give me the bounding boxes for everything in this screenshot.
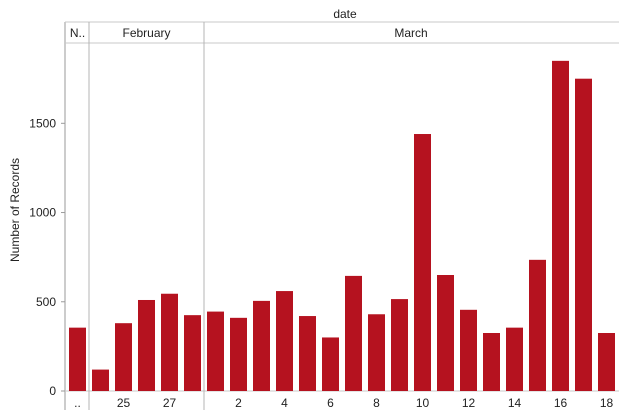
x-tick-label: 8 bbox=[373, 396, 380, 410]
bars bbox=[69, 60, 615, 391]
bar bbox=[207, 311, 224, 391]
group-header-label: N.. bbox=[70, 26, 85, 40]
bar bbox=[276, 291, 293, 391]
bar bbox=[299, 316, 316, 391]
x-tick-label: 6 bbox=[327, 396, 334, 410]
bar bbox=[230, 317, 247, 391]
bar bbox=[529, 259, 546, 391]
x-tick-label: 18 bbox=[600, 396, 614, 410]
chart-title: date bbox=[333, 7, 357, 21]
bar bbox=[460, 309, 477, 391]
bar bbox=[552, 60, 569, 391]
bar bbox=[483, 333, 500, 391]
bar bbox=[184, 315, 201, 391]
bar bbox=[368, 314, 385, 391]
x-tick-label: 14 bbox=[508, 396, 522, 410]
bar bbox=[161, 293, 178, 391]
bar bbox=[115, 323, 132, 391]
bar bbox=[69, 327, 86, 391]
group-header-label: March bbox=[394, 26, 427, 40]
x-axis: .. 25 27 2 4 6 8 10 12 14 16 18 bbox=[74, 396, 613, 410]
bar bbox=[138, 299, 155, 391]
y-axis-label: Number of Records bbox=[8, 158, 22, 262]
bar bbox=[92, 369, 109, 391]
bar bbox=[437, 275, 454, 391]
y-axis: 0 500 1000 1500 bbox=[29, 116, 65, 398]
x-tick-label: 2 bbox=[235, 396, 242, 410]
group-headers: N.. February March bbox=[70, 26, 428, 40]
y-tick-label: 500 bbox=[36, 295, 56, 309]
x-tick-label: 27 bbox=[163, 396, 177, 410]
bar bbox=[414, 134, 431, 391]
x-tick-label: 12 bbox=[462, 396, 476, 410]
bar bbox=[575, 78, 592, 391]
bar bbox=[391, 299, 408, 391]
x-tick-label: 16 bbox=[554, 396, 568, 410]
bar bbox=[322, 337, 339, 391]
y-tick-label: 1000 bbox=[29, 206, 56, 220]
plot-frame bbox=[64, 21, 619, 410]
group-header-label: February bbox=[122, 26, 170, 40]
x-tick-label: 25 bbox=[117, 396, 131, 410]
x-tick-label: .. bbox=[74, 396, 81, 410]
bar bbox=[253, 300, 270, 391]
y-tick-label: 1500 bbox=[29, 116, 56, 130]
x-tick-label: 4 bbox=[281, 396, 288, 410]
bar bbox=[598, 333, 615, 391]
bar bbox=[506, 327, 523, 391]
y-tick-label: 0 bbox=[49, 384, 56, 398]
bar bbox=[345, 275, 362, 391]
x-tick-label: 10 bbox=[416, 396, 430, 410]
